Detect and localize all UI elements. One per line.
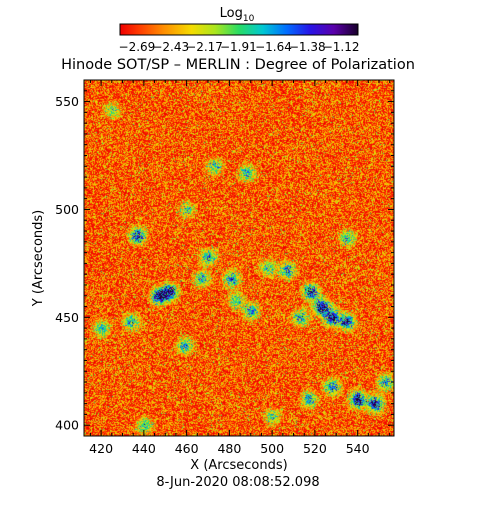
colorbar-tick-label: −2.17 bbox=[186, 40, 223, 54]
x-tick-label: 440 bbox=[132, 441, 156, 456]
chart-title: Hinode SOT/SP – MERLIN : Degree of Polar… bbox=[61, 57, 415, 73]
colorbar: Log10 −2.69−2.43−2.17−1.91−1.64−1.38−1.1… bbox=[119, 6, 360, 54]
colorbar-gradient bbox=[120, 24, 359, 35]
y-tick-label: 400 bbox=[55, 418, 79, 433]
x-tick-label: 520 bbox=[303, 441, 327, 456]
plot-frame bbox=[83, 79, 395, 437]
colorbar-label: Log10 bbox=[220, 6, 255, 24]
y-tick-label: 550 bbox=[55, 94, 79, 109]
heatmap-raster bbox=[84, 80, 394, 436]
x-tick-label: 420 bbox=[89, 441, 113, 456]
x-axis: 420 440 460 480 500 520 540 bbox=[89, 80, 391, 456]
x-tick-label: 540 bbox=[346, 441, 370, 456]
colorbar-tick-label: −1.38 bbox=[289, 40, 326, 54]
y-axis: 400 450 500 550 bbox=[55, 79, 394, 437]
y-axis-label: Y (Arcseconds) bbox=[31, 210, 46, 307]
x-axis-label: X (Arcseconds) bbox=[190, 458, 287, 473]
heatmap-image bbox=[84, 80, 394, 436]
colorbar-tick-label: −2.69 bbox=[119, 40, 156, 54]
colorbar-tick-label: −1.91 bbox=[220, 40, 257, 54]
colorbar-tick-label: −2.43 bbox=[152, 40, 189, 54]
x-tick-label: 480 bbox=[217, 441, 241, 456]
colorbar-ticks: −2.69−2.43−2.17−1.91−1.64−1.38−1.12 bbox=[119, 40, 360, 54]
colorbar-tick-label: −1.64 bbox=[255, 40, 292, 54]
y-tick-label: 500 bbox=[55, 202, 79, 217]
timestamp: 8-Jun-2020 08:08:52.098 bbox=[156, 475, 319, 490]
x-tick-label: 460 bbox=[175, 441, 199, 456]
x-tick-label: 500 bbox=[260, 441, 284, 456]
y-tick-label: 450 bbox=[55, 310, 79, 325]
colorbar-tick-label: −1.12 bbox=[323, 40, 360, 54]
colorbar-frame bbox=[119, 23, 359, 36]
